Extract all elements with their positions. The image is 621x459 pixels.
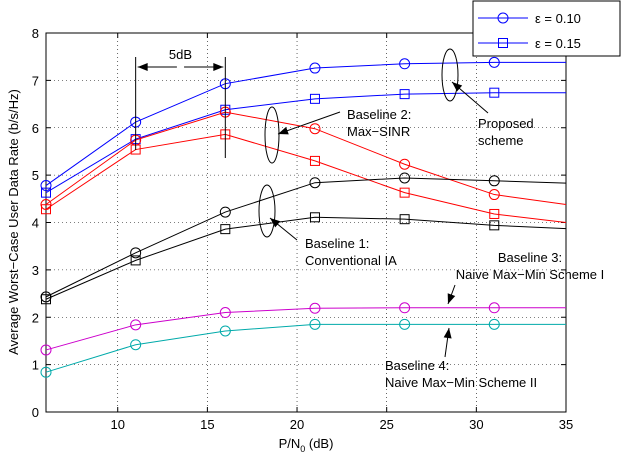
data-point xyxy=(488,302,500,314)
data-point xyxy=(399,214,410,225)
x-tick-label: 20 xyxy=(290,417,304,432)
baseline1-label: Conventional IA xyxy=(305,253,397,268)
y-axis-label: Average Worst−Case User Data Rate (b/s/H… xyxy=(6,89,21,355)
data-point xyxy=(219,206,231,218)
baseline4-label: Naive Max−Min Scheme II xyxy=(385,375,537,390)
data-point xyxy=(309,93,320,104)
y-tick-label: 4 xyxy=(32,216,39,231)
gap-arrow-left-head xyxy=(137,63,148,71)
data-point xyxy=(399,172,411,184)
data-point xyxy=(219,307,231,319)
data-point xyxy=(220,224,231,235)
data-point xyxy=(497,12,509,24)
series-baseline-4-circle xyxy=(40,318,566,378)
baseline1-arrow-head xyxy=(270,218,281,228)
series-baseline-3-circle xyxy=(40,302,566,356)
series-line xyxy=(45,177,567,298)
baseline2-arrow-head xyxy=(278,126,289,135)
data-point xyxy=(309,212,320,223)
data-point xyxy=(399,89,410,100)
data-point xyxy=(41,294,51,305)
data-point xyxy=(489,220,500,231)
data-point xyxy=(219,325,231,337)
data-point xyxy=(41,204,51,215)
data-point xyxy=(399,302,411,314)
data-point xyxy=(498,38,508,48)
baseline1-label: Baseline 1: xyxy=(305,236,369,251)
data-point xyxy=(41,187,51,198)
y-tick-label: 6 xyxy=(32,121,39,136)
baseline3-label: Naive Max−Min Scheme I xyxy=(456,267,604,282)
x-tick-label: 35 xyxy=(559,417,573,432)
baseline2-label: Baseline 2: xyxy=(347,107,411,122)
data-point xyxy=(488,175,500,187)
data-point xyxy=(309,123,321,135)
legend: ε = 0.10 ε = 0.15 xyxy=(472,0,621,57)
data-point xyxy=(489,208,500,219)
series-line xyxy=(45,216,567,300)
data-point xyxy=(399,187,410,198)
data-point xyxy=(488,318,500,330)
proposed-label: Proposed xyxy=(478,116,534,131)
gap-arrow-right-head xyxy=(213,63,224,71)
data-point xyxy=(309,177,321,189)
gap-label: 5dB xyxy=(169,47,192,62)
series-baseline-1-square xyxy=(41,212,567,305)
data-point xyxy=(130,319,142,331)
baseline2-arrow xyxy=(277,111,341,135)
series-line xyxy=(45,323,566,373)
series-baseline-1-circle xyxy=(40,172,567,303)
legend-label: ε = 0.10 xyxy=(535,11,581,26)
baseline4-arrow-head xyxy=(443,328,452,339)
data-point xyxy=(130,247,142,259)
legend-label: ε = 0.15 xyxy=(535,36,581,51)
data-point xyxy=(399,58,411,70)
data-point xyxy=(488,56,500,68)
x-tick-label: 15 xyxy=(200,417,214,432)
series-line xyxy=(45,307,566,351)
y-tick-label: 0 xyxy=(32,405,39,420)
baseline2-ellipse xyxy=(264,106,280,164)
proposed-arrow-head xyxy=(452,82,463,92)
x-tick-label: 25 xyxy=(379,417,393,432)
x-axis-label: P/N0 (dB) xyxy=(279,436,334,454)
data-point xyxy=(40,180,52,192)
y-tick-label: 7 xyxy=(32,73,39,88)
data-point xyxy=(40,366,52,378)
baseline4-label: Baseline 4: xyxy=(385,358,449,373)
baseline3-arrow-head xyxy=(447,293,456,304)
data-point xyxy=(309,302,321,314)
data-point xyxy=(309,155,320,166)
data-point xyxy=(399,158,411,170)
y-tick-label: 5 xyxy=(32,168,39,183)
data-point xyxy=(399,318,411,330)
data-point xyxy=(130,339,142,351)
baseline1-ellipse xyxy=(258,184,276,238)
y-tick-label: 1 xyxy=(32,358,39,373)
data-point xyxy=(309,318,321,330)
data-point xyxy=(488,189,500,201)
data-point xyxy=(40,344,52,356)
proposed-ellipse xyxy=(441,48,459,102)
data-point xyxy=(309,62,321,74)
data-point xyxy=(489,87,500,98)
baseline3-label: Baseline 3: xyxy=(498,250,562,265)
y-tick-label: 3 xyxy=(32,263,39,278)
data-point xyxy=(130,255,141,266)
x-tick-label: 30 xyxy=(469,417,483,432)
y-tick-label: 2 xyxy=(32,310,39,325)
annotations: 5dB Proposed scheme Baseline 2: Max−SINR Base… xyxy=(135,47,604,390)
grid xyxy=(46,33,566,412)
y-tick-label: 8 xyxy=(32,26,39,41)
proposed-label: scheme xyxy=(478,133,524,148)
x-tick-label: 10 xyxy=(110,417,124,432)
baseline2-label: Max−SINR xyxy=(347,124,410,139)
